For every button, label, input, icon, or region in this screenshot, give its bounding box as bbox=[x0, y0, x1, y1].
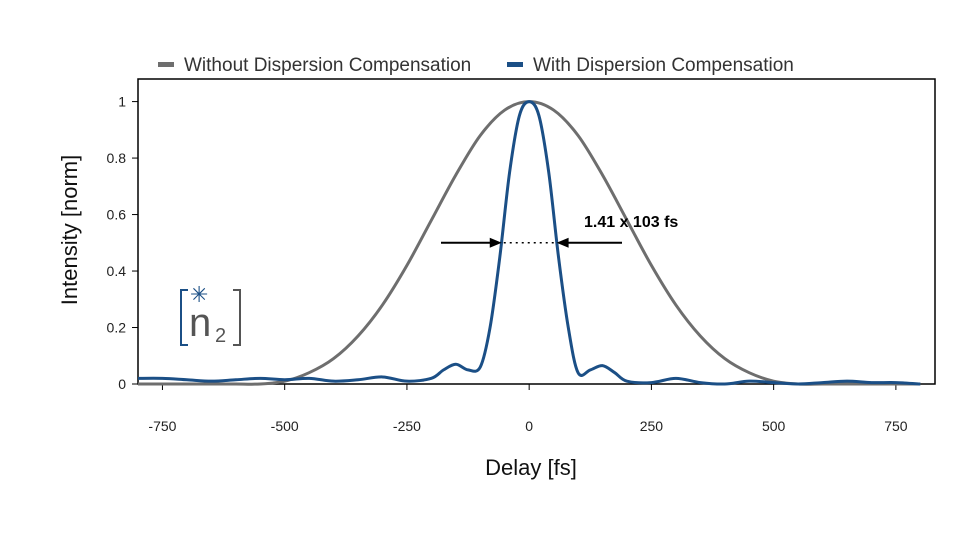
x-tick-label: 500 bbox=[762, 418, 786, 434]
y-tick-label: 0.6 bbox=[107, 207, 127, 223]
logo-bracket-right bbox=[233, 289, 241, 346]
y-tick-label: 0.8 bbox=[107, 150, 127, 166]
x-tick-label: 0 bbox=[525, 418, 533, 434]
y-tick-label: 0.4 bbox=[107, 263, 127, 279]
x-tick-label: -250 bbox=[393, 418, 421, 434]
legend-swatch-with bbox=[507, 62, 523, 67]
legend-label-with: With Dispersion Compensation bbox=[533, 55, 794, 76]
n2-logo: ✳ n 2 bbox=[180, 283, 241, 347]
y-tick-label: 0.2 bbox=[107, 320, 127, 336]
fwhm-left-arrow-head bbox=[489, 237, 502, 248]
legend-item-with: With Dispersion Compensation bbox=[507, 55, 794, 76]
fwhm-right-arrow-head bbox=[556, 237, 569, 248]
series-line-with-compensation bbox=[137, 100, 921, 386]
legend-swatch-without bbox=[158, 62, 174, 67]
x-axis-title: Delay [fs] bbox=[485, 455, 577, 480]
y-axis-title: Intensity [norm] bbox=[57, 155, 82, 305]
logo-star-icon: ✳ bbox=[190, 283, 208, 308]
x-tick-label: -750 bbox=[148, 418, 176, 434]
legend: Without Dispersion Compensation With Dis… bbox=[158, 55, 794, 76]
x-tick-label: 250 bbox=[640, 418, 664, 434]
plot-frame bbox=[137, 78, 936, 385]
series-layer bbox=[137, 100, 921, 386]
logo-subscript: 2 bbox=[215, 325, 226, 347]
x-axis: -750 -500 -250 0 250 500 750 bbox=[148, 384, 908, 434]
legend-item-without: Without Dispersion Compensation bbox=[158, 55, 471, 76]
x-tick-label: 750 bbox=[884, 418, 908, 434]
fwhm-label: 1.41 x 103 fs bbox=[584, 214, 678, 231]
fwhm-annotation bbox=[441, 237, 622, 248]
y-tick-label: 0 bbox=[118, 376, 126, 392]
x-tick-label: -500 bbox=[271, 418, 299, 434]
y-tick-label: 1 bbox=[118, 94, 126, 110]
legend-label-without: Without Dispersion Compensation bbox=[184, 55, 471, 76]
logo-bracket bbox=[180, 289, 188, 346]
y-axis: 0 0.2 0.4 0.6 0.8 1 bbox=[107, 94, 138, 392]
logo-letter: n bbox=[189, 301, 211, 345]
